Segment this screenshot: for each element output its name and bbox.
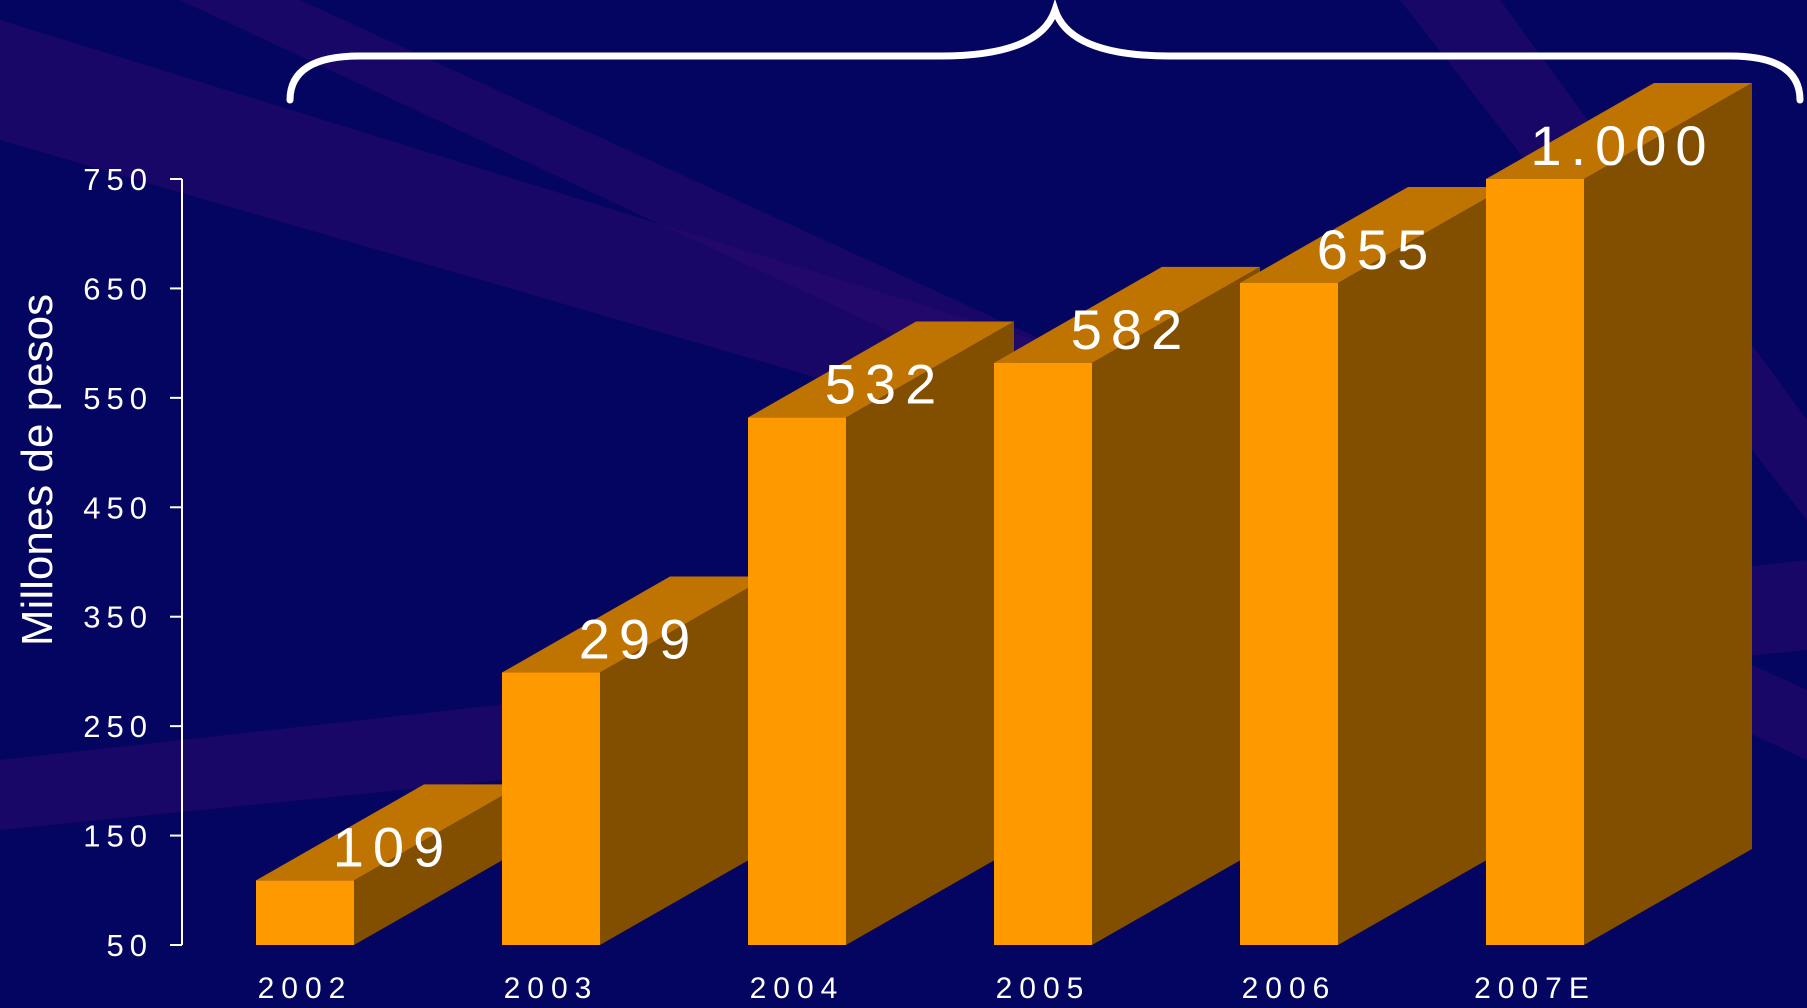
bar-side [354, 784, 522, 945]
y-tick-label: 250 [83, 709, 153, 744]
data-label: 582 [1071, 298, 1191, 361]
bar-top [994, 266, 1260, 363]
data-label: 1.000 [1530, 114, 1715, 177]
x-tick-label: 2006 [1242, 972, 1337, 1003]
bar [994, 362, 1092, 946]
bar-top [502, 576, 768, 673]
bar-side [1338, 186, 1506, 945]
data-labels: 109 299 532 582 655 1.000 [333, 114, 1715, 878]
x-tick-label: 2004 [750, 972, 845, 1003]
bar-top [1486, 83, 1752, 179]
data-label: 532 [825, 353, 945, 416]
background-beam-1 [0, 20, 1100, 460]
data-label: 299 [579, 608, 699, 671]
x-tick-label: 2003 [504, 972, 599, 1003]
y-axis [170, 178, 183, 946]
bar-top [1240, 186, 1506, 283]
y-tick-label: 750 [83, 162, 153, 197]
x-tick-labels: 2002 2003 2004 2005 2006 2007E [258, 972, 1596, 1005]
bar-top [256, 784, 522, 881]
data-label: 655 [1317, 218, 1437, 281]
y-tick-label: 550 [83, 381, 153, 416]
bar-side [600, 576, 768, 945]
y-tick-labels: 50 150 250 350 450 550 650 750 [83, 162, 153, 963]
x-tick-label: 2007E [1474, 972, 1596, 1003]
bar-side [1584, 83, 1752, 945]
curly-brace-annotation [286, 0, 1804, 104]
y-tick-label: 650 [83, 271, 153, 306]
bar [502, 672, 600, 945]
bar-top [748, 321, 1014, 418]
bar [1486, 179, 1584, 945]
y-tick-label: 450 [83, 490, 153, 525]
bar [256, 880, 354, 945]
y-tick-label: 150 [83, 819, 153, 854]
y-axis-title: Millones de pesos [13, 294, 62, 646]
bar [748, 417, 846, 945]
data-label: 109 [333, 815, 453, 878]
bar-side [1092, 266, 1260, 946]
bar [1240, 282, 1338, 945]
bars-group [256, 83, 1752, 946]
x-tick-label: 2002 [258, 972, 353, 1003]
bar-side [846, 321, 1014, 945]
y-tick-label: 50 [107, 928, 153, 963]
x-tick-label: 2005 [996, 972, 1091, 1003]
y-tick-label: 350 [83, 600, 153, 635]
